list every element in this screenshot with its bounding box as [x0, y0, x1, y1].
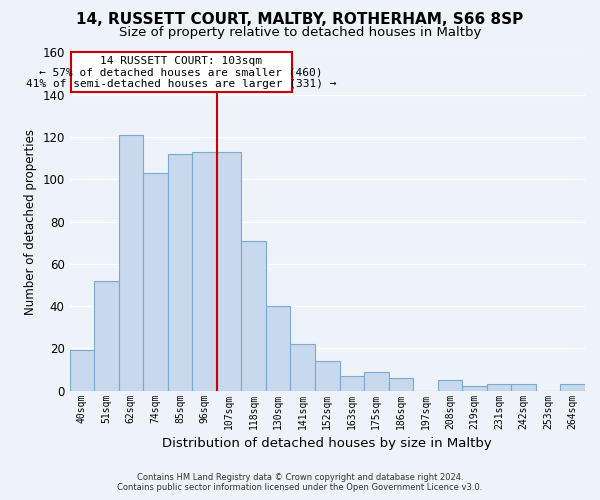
Bar	[167, 154, 192, 390]
Bar	[511, 384, 536, 390]
Y-axis label: Number of detached properties: Number of detached properties	[24, 128, 37, 314]
Bar	[462, 386, 487, 390]
Bar	[315, 361, 340, 390]
Bar	[241, 240, 266, 390]
FancyBboxPatch shape	[71, 52, 292, 92]
Text: 41% of semi-detached houses are larger (331) →: 41% of semi-detached houses are larger (…	[26, 79, 337, 89]
Text: Size of property relative to detached houses in Maltby: Size of property relative to detached ho…	[119, 26, 481, 39]
Text: 14, RUSSETT COURT, MALTBY, ROTHERHAM, S66 8SP: 14, RUSSETT COURT, MALTBY, ROTHERHAM, S6…	[76, 12, 524, 28]
Bar	[192, 152, 217, 390]
Bar	[70, 350, 94, 391]
Bar	[143, 173, 167, 390]
Bar	[438, 380, 462, 390]
Bar	[340, 376, 364, 390]
X-axis label: Distribution of detached houses by size in Maltby: Distribution of detached houses by size …	[163, 437, 492, 450]
Bar	[94, 280, 119, 390]
Bar	[217, 152, 241, 390]
Text: ← 57% of detached houses are smaller (460): ← 57% of detached houses are smaller (46…	[40, 68, 323, 78]
Bar	[364, 372, 389, 390]
Bar	[487, 384, 511, 390]
Text: 14 RUSSETT COURT: 103sqm: 14 RUSSETT COURT: 103sqm	[100, 56, 262, 66]
Bar	[119, 135, 143, 390]
Bar	[290, 344, 315, 391]
Bar	[560, 384, 585, 390]
Text: Contains HM Land Registry data © Crown copyright and database right 2024.
Contai: Contains HM Land Registry data © Crown c…	[118, 473, 482, 492]
Bar	[266, 306, 290, 390]
Bar	[389, 378, 413, 390]
